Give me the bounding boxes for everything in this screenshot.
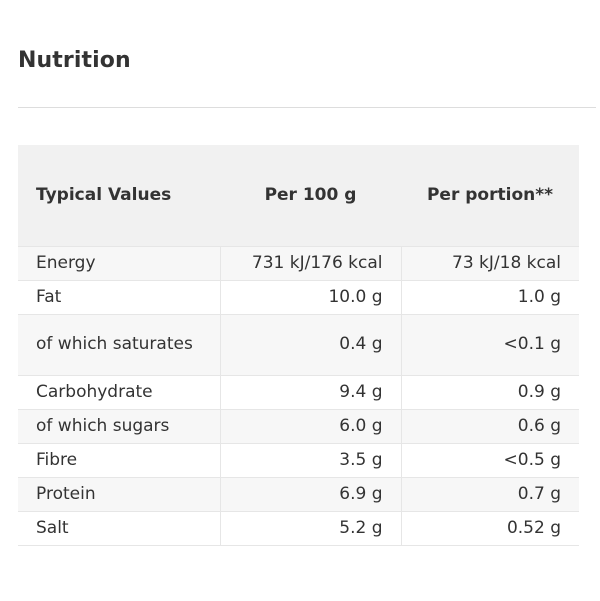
section-title: Nutrition: [18, 48, 131, 73]
header-typical-values: Typical Values: [18, 145, 220, 246]
row-label: Carbohydrate: [18, 374, 220, 409]
row-value-per-portion: 0.7 g: [400, 476, 579, 511]
header-per-100g: Per 100 g: [220, 145, 401, 246]
nutrition-table-body: Energy 731 kJ/176 kcal 73 kJ/18 kcal Fat…: [18, 245, 579, 546]
row-label: of which saturates: [18, 313, 220, 375]
row-value-per-100g: 0.4 g: [219, 313, 401, 375]
row-label: Salt: [18, 510, 220, 546]
nutrition-table-header: Typical Values Per 100 g Per portion**: [18, 145, 579, 246]
row-label: Energy: [18, 245, 220, 280]
table-row-carbohydrate: Carbohydrate 9.4 g 0.9 g: [18, 374, 579, 409]
row-value-per-portion: 0.6 g: [400, 408, 579, 443]
row-value-per-100g: 5.2 g: [219, 510, 401, 546]
title-divider: [18, 107, 596, 108]
table-row-fibre: Fibre 3.5 g <0.5 g: [18, 442, 579, 477]
header-per-portion: Per portion**: [401, 145, 579, 246]
table-row-saturates: of which saturates 0.4 g <0.1 g: [18, 313, 579, 375]
row-value-per-portion: 0.9 g: [400, 374, 579, 409]
row-label: Fat: [18, 279, 220, 314]
table-row-energy: Energy 731 kJ/176 kcal 73 kJ/18 kcal: [18, 245, 579, 280]
row-value-per-100g: 3.5 g: [219, 442, 401, 477]
nutrition-table: Typical Values Per 100 g Per portion** E…: [18, 145, 579, 546]
table-row-sugars: of which sugars 6.0 g 0.6 g: [18, 408, 579, 443]
row-value-per-100g: 6.0 g: [219, 408, 401, 443]
row-label: Fibre: [18, 442, 220, 477]
row-value-per-portion: 73 kJ/18 kcal: [400, 245, 579, 280]
row-value-per-100g: 6.9 g: [219, 476, 401, 511]
table-row-salt: Salt 5.2 g 0.52 g: [18, 510, 579, 546]
row-value-per-portion: 0.52 g: [400, 510, 579, 546]
row-value-per-portion: 1.0 g: [400, 279, 579, 314]
row-value-per-100g: 10.0 g: [219, 279, 401, 314]
row-value-per-portion: <0.5 g: [400, 442, 579, 477]
table-row-fat: Fat 10.0 g 1.0 g: [18, 279, 579, 314]
row-label: Protein: [18, 476, 220, 511]
table-row-protein: Protein 6.9 g 0.7 g: [18, 476, 579, 511]
row-label: of which sugars: [18, 408, 220, 443]
header-row: Typical Values Per 100 g Per portion**: [18, 145, 579, 246]
row-value-per-100g: 731 kJ/176 kcal: [219, 245, 401, 280]
row-value-per-portion: <0.1 g: [400, 313, 579, 375]
row-value-per-100g: 9.4 g: [219, 374, 401, 409]
